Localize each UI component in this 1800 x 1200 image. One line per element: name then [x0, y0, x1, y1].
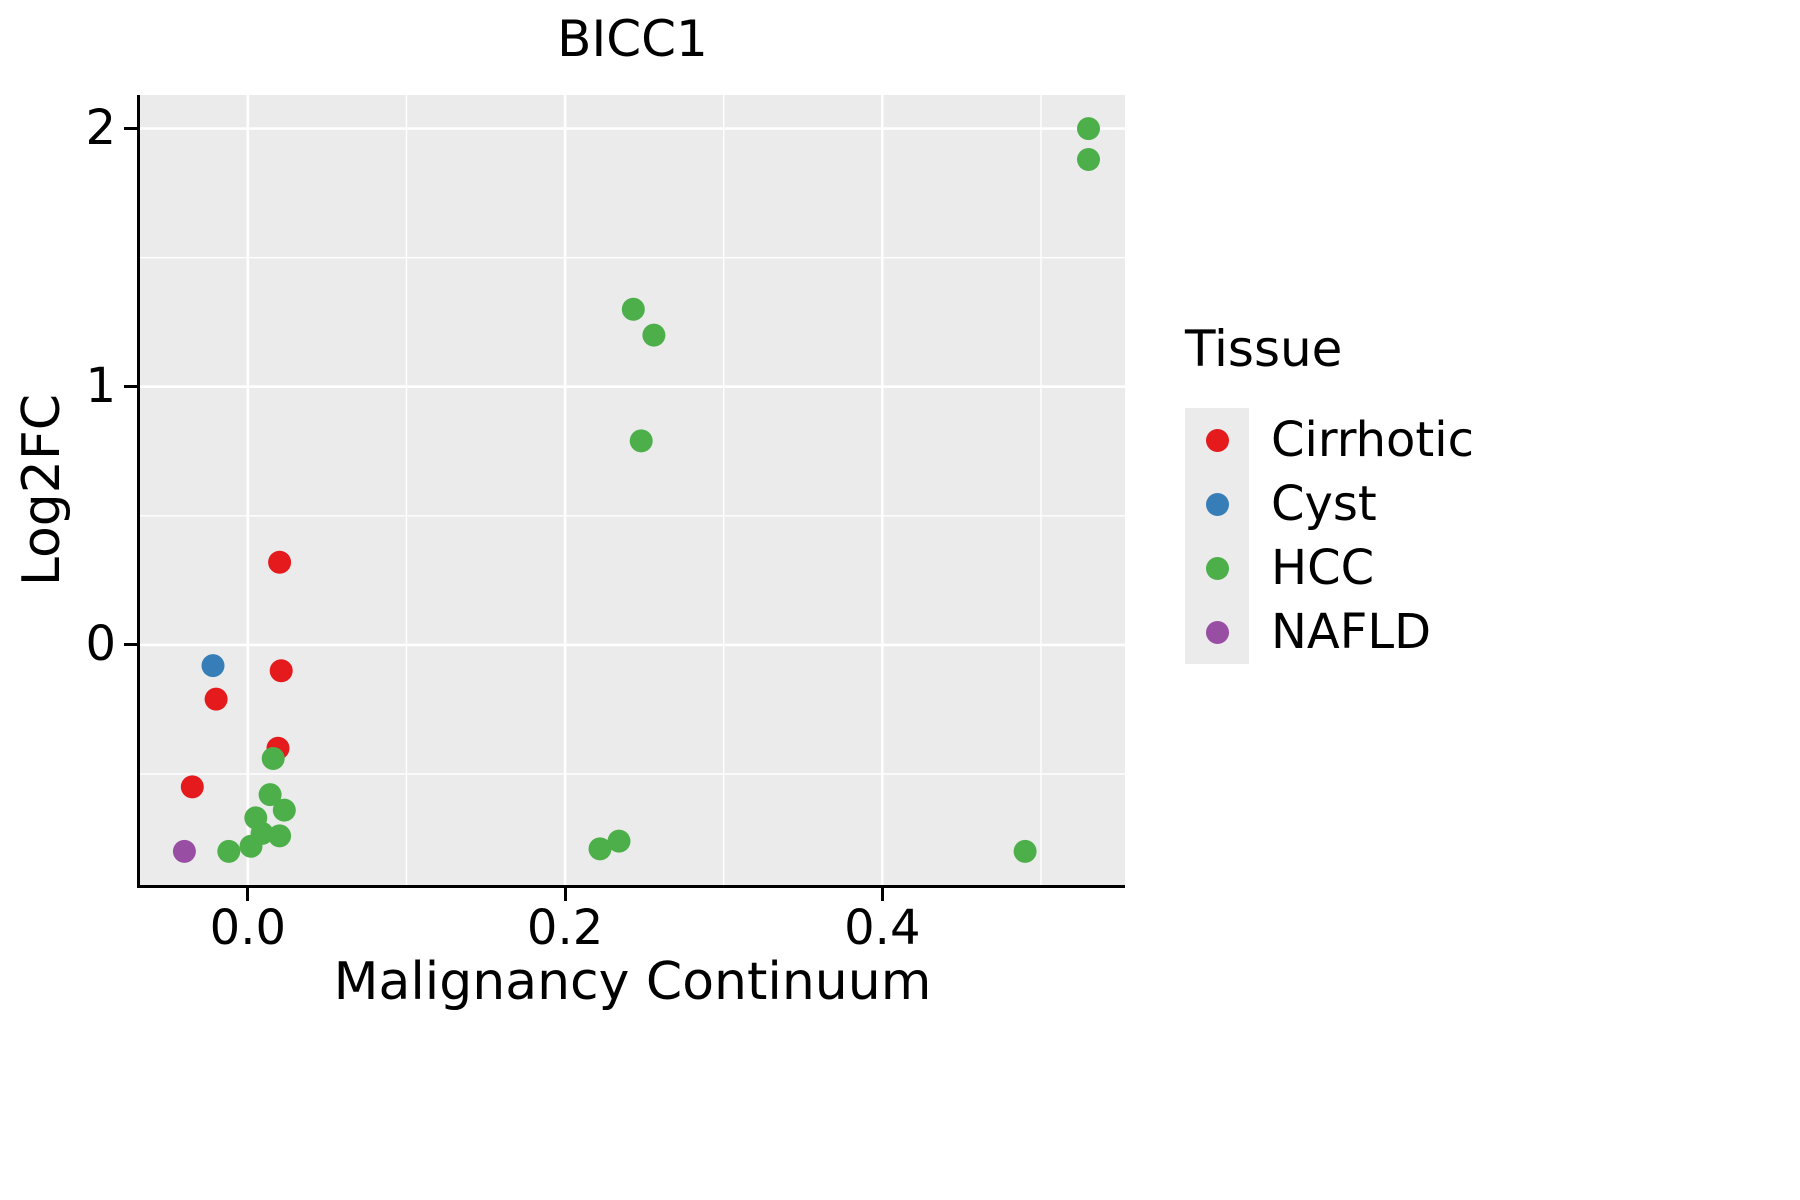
y-tick-mark [124, 643, 137, 647]
legend-label: HCC [1271, 540, 1375, 596]
data-point-hcc [261, 747, 285, 770]
x-tick-mark [563, 888, 567, 901]
data-point-hcc [217, 839, 241, 863]
data-point-cirrhotic [269, 659, 293, 683]
legend-key [1185, 472, 1249, 536]
data-point-hcc [588, 837, 612, 861]
x-tick-mark [880, 888, 884, 901]
legend-item-nafld: NAFLD [1185, 600, 1474, 664]
data-point-hcc [642, 323, 666, 347]
legend-title: Tissue [1185, 320, 1343, 378]
data-point-hcc [258, 783, 282, 807]
legend-label: Cirrhotic [1271, 412, 1474, 468]
legend-dot-cyst [1205, 492, 1229, 516]
legend-dot-hcc [1205, 556, 1229, 580]
legend-dot-nafld [1205, 620, 1229, 644]
data-point-hcc [629, 429, 653, 453]
x-axis-label: Malignancy Continuum [333, 952, 932, 1012]
plot-panel [137, 95, 1125, 888]
legend-item-cirrhotic: Cirrhotic [1185, 408, 1474, 472]
data-point-hcc [272, 798, 296, 822]
y-tick-mark [124, 385, 137, 389]
y-tick-label: 1 [85, 357, 116, 414]
legend-key [1185, 600, 1249, 664]
legend-key [1185, 408, 1249, 472]
y-tick-mark [124, 127, 137, 131]
legend-items: Cirrhotic Cyst HCC NAFLD [1185, 408, 1474, 664]
data-point-cirrhotic [268, 550, 292, 574]
scatter-plot [140, 95, 1125, 885]
data-point-hcc [268, 824, 292, 848]
y-tick-label: 0 [85, 615, 116, 672]
legend-item-cyst: Cyst [1185, 472, 1474, 536]
data-point-hcc [621, 297, 645, 321]
data-point-hcc [1077, 117, 1100, 141]
y-tick-label: 2 [85, 99, 116, 156]
x-tick-label: 0.0 [209, 900, 287, 956]
data-point-cirrhotic [180, 775, 204, 799]
data-point-hcc [1013, 839, 1037, 863]
x-tick-label: 0.4 [844, 900, 921, 956]
data-point-cyst [201, 654, 225, 678]
data-point-nafld [172, 839, 196, 863]
legend-label: Cyst [1271, 476, 1377, 532]
x-tick-mark [246, 888, 250, 901]
legend-label: NAFLD [1271, 604, 1432, 660]
chart-title: BICC1 [557, 10, 708, 68]
legend-item-hcc: HCC [1185, 536, 1474, 600]
data-point-cirrhotic [204, 687, 228, 711]
data-point-hcc [607, 829, 631, 853]
x-tick-label: 0.2 [526, 900, 604, 956]
legend-dot-cirrhotic [1205, 428, 1229, 452]
data-point-hcc [239, 834, 263, 858]
legend-key [1185, 536, 1249, 600]
legend: Tissue Cirrhotic Cyst HCC NAFLD [1185, 320, 1474, 664]
data-point-hcc [1077, 148, 1100, 171]
